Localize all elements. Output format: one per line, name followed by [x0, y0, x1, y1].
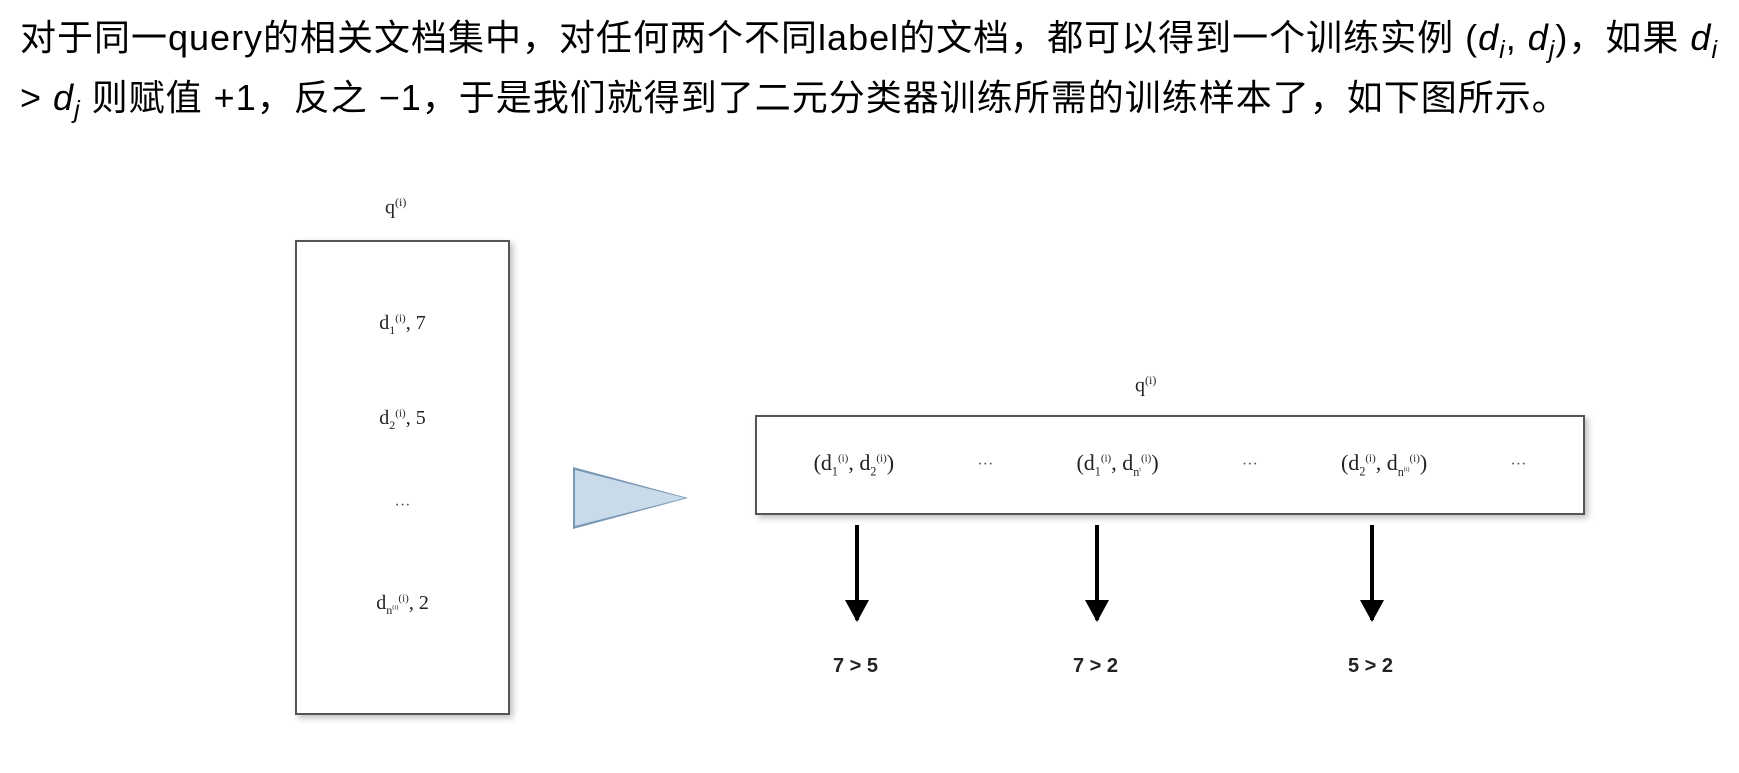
d1-sub: 1 [389, 323, 395, 337]
pair-2: (d1(i), dni(i)) [1076, 450, 1158, 479]
right-query-label: q(i) [1135, 373, 1156, 398]
p-di2: d [1690, 17, 1711, 58]
p-dj2-sub: j [74, 96, 81, 124]
doc-item-2: d2(i), 5 [297, 407, 508, 433]
left-doc-box: d1(i), 7 d2(i), 5 ··· dn(i)(i), 2 [295, 240, 510, 715]
p-mid2: 则赋值 +1，反之 −1，于是我们就得到了二元分类器训练所需的训练样本了，如下图… [81, 77, 1569, 118]
p-c1: , [1506, 17, 1528, 58]
dn-score: 2 [419, 592, 429, 614]
pair-dots-1: ··· [977, 456, 993, 474]
p3b2: (i) [1404, 467, 1410, 473]
transform-arrow-icon [575, 470, 685, 526]
compare-label-3: 5 > 2 [1348, 655, 1393, 678]
p-gt: > [20, 77, 53, 118]
pair-dots-3: ··· [1510, 456, 1526, 474]
d2-d: d [379, 407, 389, 429]
q-left-base: q [385, 197, 395, 219]
compare-label-1: 7 > 5 [833, 655, 878, 678]
q-left-sup: (i) [395, 195, 406, 209]
doc-item-1: d1(i), 7 [297, 312, 508, 338]
d2-score: 5 [416, 407, 426, 429]
p-dj2: d [53, 77, 74, 118]
d2-sub: 2 [389, 418, 395, 432]
p2b2: i [1139, 467, 1141, 473]
p-di: d [1478, 17, 1499, 58]
p-di-sub: i [1499, 36, 1506, 64]
diagram-container: q(i) d1(i), 7 d2(i), 5 ··· dn(i)(i), 2 q… [0, 195, 1739, 755]
p-mid1: )，如果 [1555, 17, 1690, 58]
q-right-sup: (i) [1145, 373, 1156, 387]
d1-score: 7 [416, 312, 426, 334]
dn-d: d [376, 592, 386, 614]
dn-sup: (i) [398, 592, 408, 604]
down-arrow-3-icon [1370, 525, 1374, 620]
q-right-base: q [1135, 375, 1145, 397]
p-prefix: 对于同一query的相关文档集中，对任何两个不同label的文档，都可以得到一个… [20, 17, 1478, 58]
p1a: 1 [832, 465, 838, 479]
p-dj: d [1528, 17, 1549, 58]
d1-sup: (i) [395, 312, 405, 324]
p2a: 1 [1095, 465, 1101, 479]
left-query-label: q(i) [385, 195, 406, 220]
dn-sub2: (i) [392, 604, 398, 611]
pair-1: (d1(i), d2(i)) [814, 450, 895, 479]
down-arrow-1-icon [855, 525, 859, 620]
down-arrow-2-icon [1095, 525, 1099, 620]
d1-d: d [379, 312, 389, 334]
doc-item-n: dn(i)(i), 2 [297, 592, 508, 618]
p-di2-sub: i [1711, 36, 1718, 64]
right-pairs-box: (d1(i), d2(i)) ··· (d1(i), dni(i)) ··· (… [755, 415, 1585, 515]
d2-sup: (i) [395, 407, 405, 419]
pair-dots-2: ··· [1242, 456, 1258, 474]
p1b: 2 [870, 465, 876, 479]
paragraph-text: 对于同一query的相关文档集中，对任何两个不同label的文档，都可以得到一个… [20, 10, 1720, 131]
pair-3: (d2(i), dn(i)(i)) [1341, 450, 1427, 479]
compare-label-2: 7 > 2 [1073, 655, 1118, 678]
doc-dots: ··· [297, 497, 508, 515]
p3a: 2 [1359, 465, 1365, 479]
